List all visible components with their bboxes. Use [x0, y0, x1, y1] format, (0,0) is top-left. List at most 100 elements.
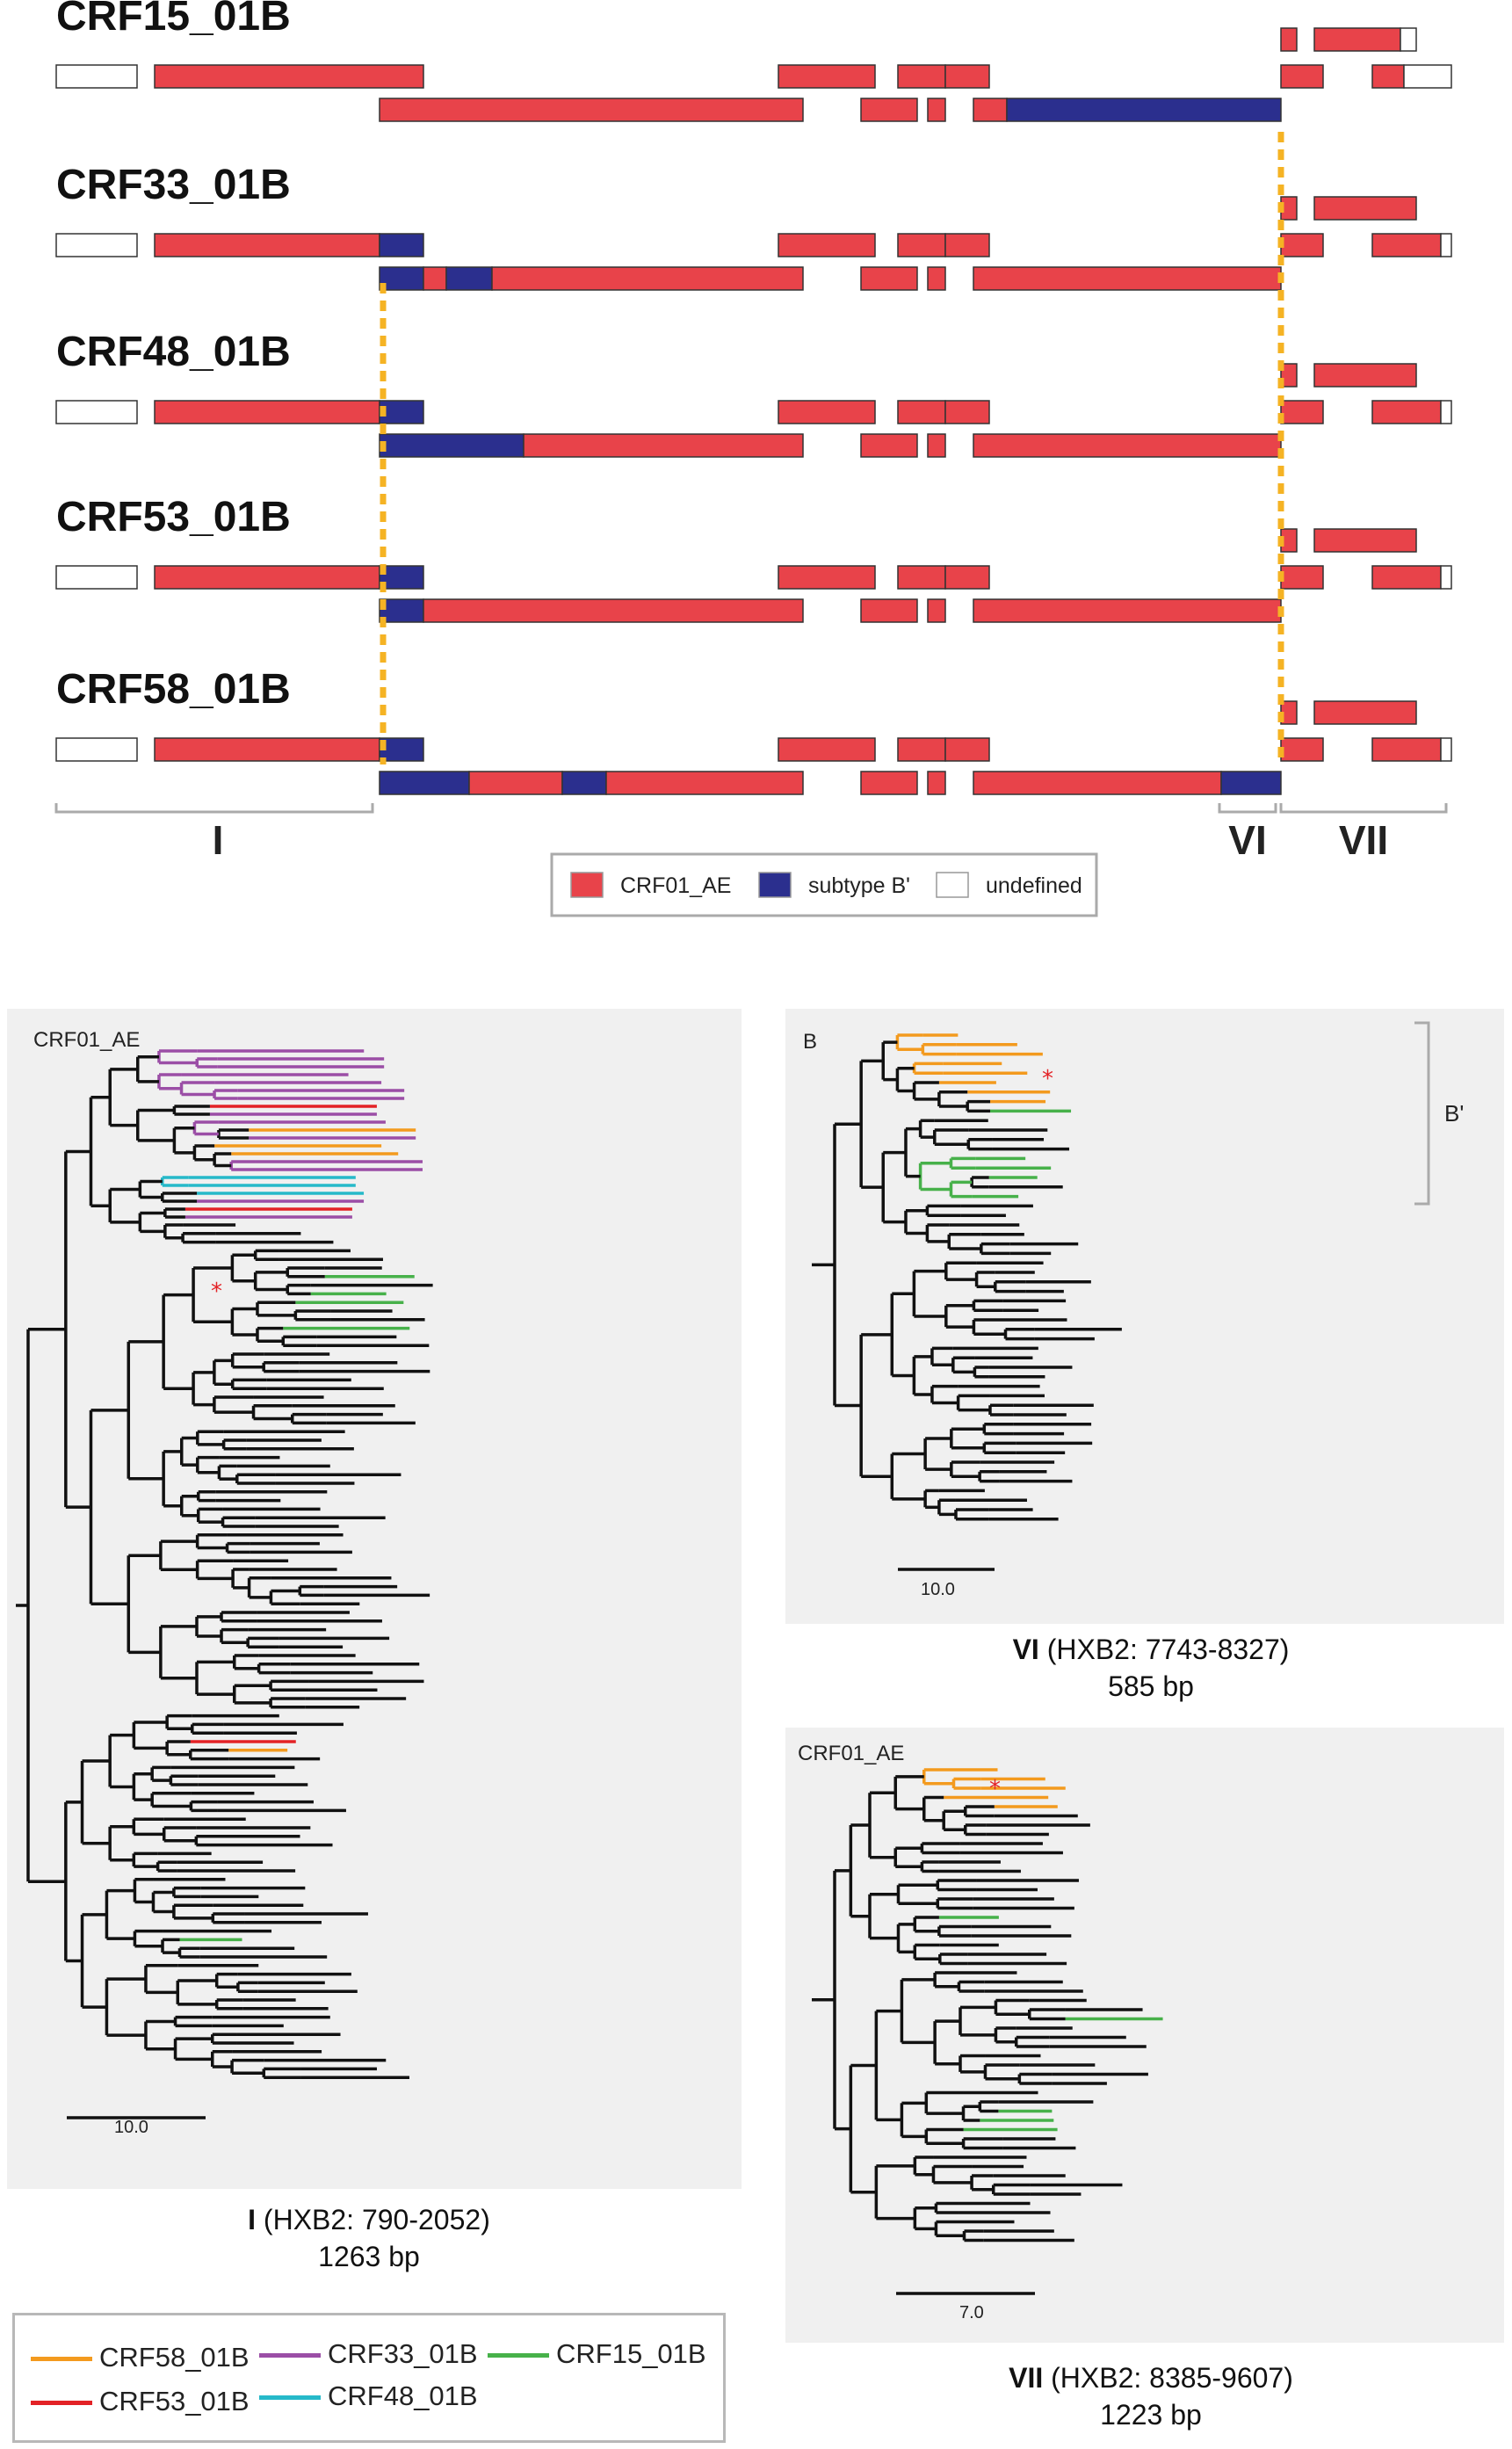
genome-segment — [1280, 400, 1324, 424]
genome-segment — [154, 233, 380, 257]
crf48-line-swatch — [259, 2395, 321, 2401]
genome-map-crf58_01b: CRF58_01B — [55, 666, 1452, 795]
legend-label: subtype B' — [808, 873, 910, 898]
genome-segment — [1440, 400, 1452, 424]
genome-segment — [1280, 737, 1324, 762]
genome-segment — [1313, 528, 1417, 553]
genome-segment — [423, 266, 447, 291]
tree-legend: CRF58_01B CRF53_01B CRF33_01B CRF48_01B … — [12, 2313, 726, 2443]
genome-map-title: CRF33_01B — [56, 162, 291, 208]
genome-map-crf48_01b: CRF48_01B — [55, 329, 1452, 458]
genome-segment — [897, 233, 946, 257]
genome-map-title: CRF48_01B — [56, 329, 291, 375]
genome-maps: CRF15_01B CRF33_01B CRF48_01B CRF53_01B CRF5… — [54, 0, 1452, 917]
tree-panel-vi: B * B' 10.0 — [785, 1009, 1504, 1624]
genome-map-crf15_01b: CRF15_01B — [55, 0, 1452, 122]
tree-vi-title: B — [803, 1030, 818, 1054]
genome-segment — [897, 737, 946, 762]
tree-legend-item-crf33: CRF33_01B — [259, 2338, 478, 2370]
genome-segment — [154, 400, 380, 424]
genome-segment — [897, 64, 946, 89]
genome-segment — [379, 98, 804, 122]
tree-vi-scale-label: 10.0 — [921, 1580, 955, 1599]
genome-segment — [1440, 737, 1452, 762]
genome-segment — [1371, 565, 1442, 590]
genome-segment — [1220, 771, 1282, 795]
genome-segment — [860, 433, 918, 458]
tree-vii-title: CRF01_AE — [798, 1742, 905, 1765]
tree-support-star: * — [211, 1279, 222, 1305]
tree-vii-scale-label: 7.0 — [959, 2303, 984, 2322]
tree-vii-caption-range: (HXB2: 8385-9607) — [1051, 2362, 1293, 2394]
tree-legend-item-crf53: CRF53_01B — [31, 2386, 250, 2417]
genome-segment — [944, 233, 990, 257]
genome-segment — [973, 433, 1282, 458]
genome-segment — [379, 565, 424, 590]
genome-segment — [1313, 363, 1417, 388]
genome-segment — [973, 266, 1282, 291]
tree-legend-label: CRF33_01B — [328, 2338, 478, 2369]
tree-vi-caption: VI (HXB2: 7743-8327) 585 bp — [958, 1631, 1344, 1705]
genome-segment — [379, 771, 470, 795]
genome-segment — [379, 598, 424, 623]
genome-map-crf53_01b: CRF53_01B — [55, 494, 1452, 623]
tree-legend-item-crf48: CRF48_01B — [259, 2380, 478, 2412]
tree-legend-label: CRF58_01B — [99, 2342, 250, 2373]
genome-segment — [379, 433, 524, 458]
tree-i-caption: I (HXB2: 790-2052) 1263 bp — [184, 2201, 553, 2275]
tree-i-caption-length: 1263 bp — [318, 2241, 420, 2272]
tree-legend-label: CRF53_01B — [99, 2386, 250, 2416]
genome-segment — [1403, 64, 1452, 89]
legend-swatch-crf01-ae — [570, 872, 604, 898]
genome-segment — [55, 400, 138, 424]
genome-segment — [523, 433, 804, 458]
tree-vi-clade-label: B' — [1444, 1100, 1465, 1127]
tree-panel-vii: CRF01_AE * 7.0 — [785, 1728, 1504, 2343]
legend-swatch-subtype-b — [758, 872, 792, 898]
genome-segment — [860, 771, 918, 795]
tree-legend-item-crf15: CRF15_01B — [488, 2338, 706, 2370]
tree-vii-svg: * — [812, 1768, 1163, 2295]
genome-segment — [55, 737, 138, 762]
genome-segment — [1440, 565, 1452, 590]
tree-i-scale-label: 10.0 — [114, 2118, 148, 2137]
genome-segment — [1313, 196, 1417, 221]
genome-segment — [379, 400, 424, 424]
tree-vi-caption-region: VI — [1012, 1634, 1039, 1665]
tree-vi-caption-range: (HXB2: 7743-8327) — [1046, 1634, 1290, 1665]
tree-i-title: CRF01_AE — [33, 1028, 141, 1052]
genome-segment — [1006, 98, 1282, 122]
tree-vi-svg: * — [812, 1021, 1430, 1571]
legend-label: undefined — [986, 873, 1082, 898]
region-bracket-i — [54, 803, 374, 814]
genome-segment — [860, 266, 918, 291]
genome-segment — [973, 598, 1282, 623]
crf15-line-swatch — [488, 2353, 549, 2358]
genome-segment — [927, 98, 946, 122]
legend-swatch-undefined — [936, 872, 969, 898]
genome-legend: CRF01_AE subtype B' undefined — [550, 852, 1098, 917]
genome-segment — [1371, 400, 1442, 424]
genome-segment — [1313, 700, 1417, 725]
genome-segment — [1280, 233, 1324, 257]
genome-segment — [1280, 64, 1324, 89]
tree-vii-caption-length: 1223 bp — [1100, 2399, 1202, 2431]
tree-legend-item-crf58: CRF58_01B — [31, 2342, 250, 2373]
genome-segment — [778, 64, 876, 89]
tree-vii-caption-region: VII — [1009, 2362, 1044, 2394]
genome-segment — [1371, 737, 1442, 762]
genome-segment — [1280, 565, 1324, 590]
tree-support-star: * — [1042, 1066, 1053, 1092]
tree-vi-caption-length: 585 bp — [1108, 1670, 1194, 1702]
genome-legend-box — [550, 852, 1098, 917]
genome-segment — [1313, 27, 1401, 52]
tree-legend-label: CRF48_01B — [328, 2380, 478, 2411]
tree-legend-label: CRF15_01B — [556, 2338, 706, 2369]
genome-segment — [1400, 27, 1417, 52]
genome-segment — [973, 98, 1008, 122]
genome-segment — [944, 400, 990, 424]
genome-segment — [860, 98, 918, 122]
genome-segment — [55, 64, 138, 89]
genome-segment — [897, 565, 946, 590]
genome-segment — [55, 565, 138, 590]
